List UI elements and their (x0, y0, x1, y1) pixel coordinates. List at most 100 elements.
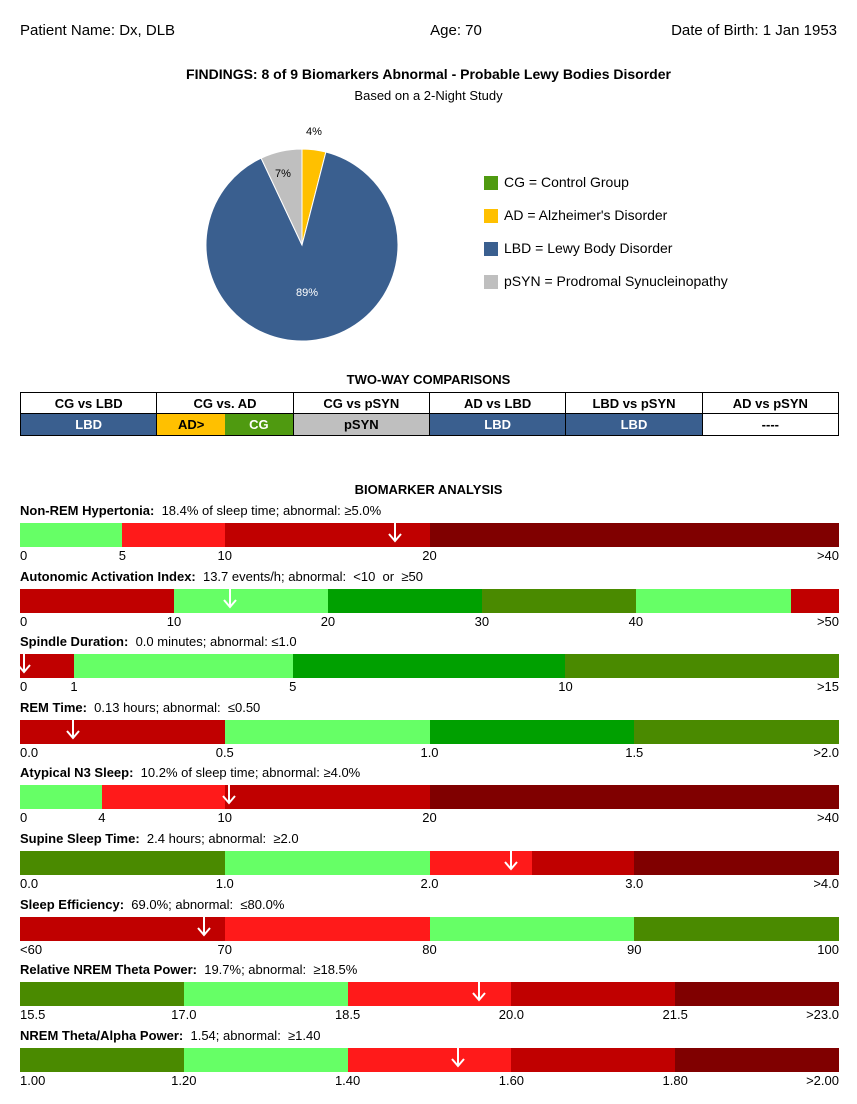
scale-segment (634, 916, 839, 941)
scale-segment (429, 851, 532, 875)
biomarker-label: Sleep Efficiency: 69.0%; abnormal: ≤80.0… (20, 897, 284, 912)
scale-tick-label: 70 (217, 941, 232, 957)
scale-segment (429, 523, 839, 547)
legend-label: LBD = Lewy Body Disorder (504, 240, 673, 256)
scale-tick-label: 20 (422, 548, 437, 563)
scale-segment (122, 523, 225, 547)
scale-segment (511, 982, 676, 1007)
biomarker-row: Relative NREM Theta Power: 19.7%; abnorm… (20, 962, 839, 1028)
pie-label-ad: 4% (306, 126, 322, 138)
scale-tick-label: >23.0 (806, 1007, 839, 1023)
pie-label-psyn: 7% (275, 168, 291, 180)
scale-tick-label: 10 (166, 613, 182, 629)
biomarker-row: Autonomic Activation Index: 13.7 events/… (20, 569, 839, 635)
biomarker-label: Non-REM Hypertonia: 18.4% of sleep time;… (20, 503, 381, 518)
comparison-header: CG vs LBD (19, 392, 158, 414)
biomarker-scale-bar (20, 588, 839, 613)
scale-tick-label: 1.60 (498, 1072, 525, 1088)
scale-tick-label: 20.0 (498, 1007, 525, 1023)
value-arrow-icon (388, 523, 402, 543)
value-arrow-icon (222, 785, 236, 805)
comparisons-title: TWO-WAY COMPARISONS (346, 372, 511, 387)
scale-tick-label: >2.00 (806, 1072, 839, 1088)
scale-ticks: 0 10 20 30 40 >50 (20, 613, 839, 629)
scale-segment (20, 719, 225, 744)
scale-segment (74, 654, 293, 679)
biomarker-name: REM Time: (20, 699, 87, 715)
comparisons-result-row: LBD AD> CG pSYN LBD LBD ---- (19, 413, 840, 436)
comparison-header: LBD vs pSYN (565, 392, 703, 414)
biomarker-name: Supine Sleep Time: (20, 831, 140, 846)
legend-label: pSYN = Prodromal Synucleinopathy (504, 273, 728, 289)
scale-tick-label: 10 (217, 810, 232, 826)
findings-title: FINDINGS: 8 of 9 Biomarkers Abnormal - P… (186, 66, 671, 82)
scale-segment (675, 1047, 839, 1072)
scale-tick-label: 3.0 (625, 876, 644, 891)
biomarker-scale-bar (20, 523, 839, 547)
scale-segment (224, 785, 430, 810)
scale-segment (481, 588, 636, 613)
scale-tick-label: 1.40 (334, 1072, 361, 1088)
scale-segment (675, 982, 839, 1007)
scale-tick-label: 15.5 (20, 1007, 46, 1023)
patient-name: Patient Name: Dx, DLB (20, 22, 176, 39)
biomarker-scale-bar (20, 982, 839, 1007)
biomarker-name: Sleep Efficiency: (20, 896, 125, 912)
comparison-header: AD vs pSYN (701, 392, 840, 414)
pie-legend: CG = Control Group AD = Alzheimer's Disor… (484, 174, 728, 306)
scale-ticks: 1.00 1.20 1.40 1.60 1.80 >2.00 (20, 1072, 839, 1088)
comparison-result-part: AD> (157, 414, 225, 435)
biomarker-value: 69.0%; abnormal: ≤80.0% (124, 896, 285, 912)
comparisons-table: CG vs LBD CG vs. AD CG vs pSYN AD vs LBD LBD… (19, 392, 840, 436)
pie-slice-psyn (260, 148, 303, 246)
comparison-result-part: CG (225, 414, 293, 435)
comparison-result: LBD (565, 413, 703, 436)
biomarker-label: Relative NREM Theta Power: 19.7%; abnorm… (20, 962, 357, 977)
comparison-result: LBD (428, 413, 567, 436)
scale-segment (20, 523, 123, 547)
legend-item: AD = Alzheimer's Disorder (484, 207, 728, 240)
scale-tick-label: 0.0 (20, 744, 39, 760)
scale-segment (531, 851, 635, 875)
biomarker-scale-bar (20, 1047, 839, 1072)
comparison-header: AD vs LBD (428, 392, 567, 414)
scale-tick-label: 21.5 (662, 1007, 688, 1023)
scale-segment (101, 785, 225, 810)
biomarker-label: Supine Sleep Time: 2.4 hours; abnormal: … (20, 831, 299, 846)
biomarker-row: Atypical N3 Sleep: 10.2% of sleep time; … (20, 765, 839, 831)
biomarker-value: 2.4 hours; abnormal: ≥2.0 (139, 831, 299, 846)
findings-subtitle: Based on a 2-Night Study (354, 88, 503, 103)
biomarker-scale-bar (17, 654, 839, 679)
scale-segment (20, 982, 184, 1007)
biomarker-label: NREM Theta/Alpha Power: 1.54; abnormal: … (20, 1028, 320, 1043)
scale-segment (20, 851, 225, 875)
biomarker-value: 1.54; abnormal: ≥1.40 (183, 1027, 321, 1043)
scale-tick-label: 5 (118, 548, 126, 563)
scale-tick-label: 30 (474, 613, 490, 629)
scale-tick-label: >15 (816, 679, 839, 695)
scale-tick-label: 5 (289, 679, 297, 695)
biomarker-row: NREM Theta/Alpha Power: 1.54; abnormal: … (20, 1028, 839, 1094)
scale-segment (635, 588, 791, 613)
scale-tick-label: 17.0 (171, 1007, 197, 1023)
scale-segment (20, 785, 102, 810)
scale-tick-label: 1.00 (20, 1072, 46, 1088)
scale-tick-label: 20 (422, 810, 437, 826)
biomarker-name: Autonomic Activation Index: (20, 568, 196, 584)
scale-tick-label: 1.80 (662, 1072, 688, 1088)
value-arrow-icon (504, 851, 519, 871)
scale-tick-label: 4 (98, 810, 106, 826)
scale-tick-label: 1.20 (171, 1072, 197, 1088)
scale-ticks: 15.5 17.0 18.5 20.0 21.5 >23.0 (20, 1006, 839, 1022)
value-arrow-icon (223, 588, 238, 609)
scale-segment (429, 916, 635, 941)
scale-tick-label: 18.5 (334, 1007, 361, 1023)
biomarker-row: Non-REM Hypertonia: 18.4% of sleep time;… (20, 503, 839, 569)
biomarker-analysis-title: BIOMARKER ANALYSIS (354, 482, 503, 497)
legend-item: LBD = Lewy Body Disorder (484, 240, 728, 273)
legend-item: CG = Control Group (484, 174, 728, 207)
biomarker-label: Spindle Duration: 0.0 minutes; abnormal:… (20, 634, 297, 649)
scale-segment (347, 1047, 512, 1072)
legend-swatch (484, 176, 498, 190)
scale-segment (20, 1047, 184, 1072)
